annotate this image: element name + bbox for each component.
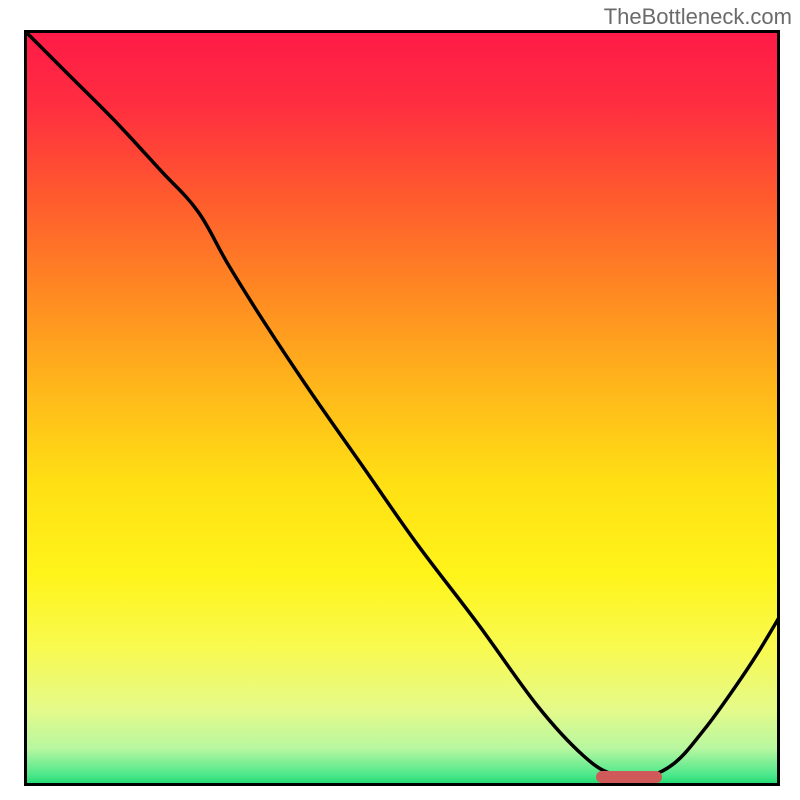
optimal-range-marker bbox=[596, 771, 662, 783]
performance-curve bbox=[24, 30, 780, 786]
plot-area bbox=[24, 30, 780, 786]
bottleneck-chart: TheBottleneck.com bbox=[0, 0, 800, 800]
watermark-text: TheBottleneck.com bbox=[604, 4, 792, 30]
